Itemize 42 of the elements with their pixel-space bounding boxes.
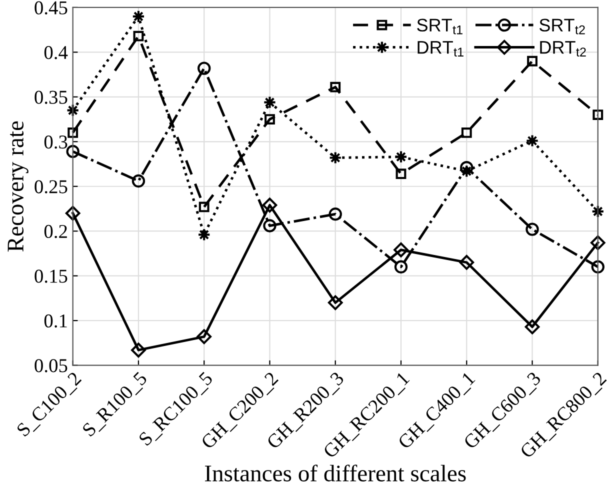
y-tick-label: 0.45 (34, 1, 68, 14)
y-tick-label: 0.4 (44, 46, 68, 60)
point (198, 62, 211, 75)
point (461, 127, 472, 138)
point (328, 208, 342, 221)
point (66, 144, 80, 158)
point (394, 260, 408, 274)
legend-label: DRT$_{t1}$ (418, 41, 464, 57)
point (65, 206, 80, 221)
point (132, 174, 146, 188)
y-tick-label: 0.05 (34, 359, 68, 372)
point (460, 160, 474, 174)
point (524, 319, 540, 334)
y-tick-label: 0.2 (44, 224, 67, 238)
x-axis-title: Instances of different scales (204, 464, 466, 482)
point (526, 222, 539, 236)
point (592, 110, 604, 120)
point (262, 198, 278, 213)
point (264, 114, 275, 124)
y-tick-label: 0.25 (34, 180, 68, 194)
point (328, 295, 343, 310)
point (131, 342, 146, 358)
point (330, 82, 341, 92)
point (459, 254, 474, 270)
y-tick-label: 0.3 (44, 135, 68, 149)
y-tick-label: 0.1 (44, 314, 67, 328)
y-axis-title: Recovery rate (8, 121, 28, 252)
point (196, 329, 212, 344)
y-tick-label: 0.35 (34, 90, 68, 104)
point (263, 219, 276, 232)
point (68, 127, 78, 138)
point (198, 202, 210, 212)
point (133, 30, 144, 42)
point (396, 168, 406, 180)
legend-label: DRT$_{t2}$ (540, 41, 586, 57)
point (394, 242, 408, 258)
point (590, 235, 606, 250)
legend-label: SRT$_{t1}$ (417, 18, 462, 34)
point (527, 56, 538, 66)
legend-label: SRT$_{t2}$ (539, 18, 585, 34)
point (591, 260, 604, 274)
y-tick-label: 0.15 (34, 270, 68, 283)
